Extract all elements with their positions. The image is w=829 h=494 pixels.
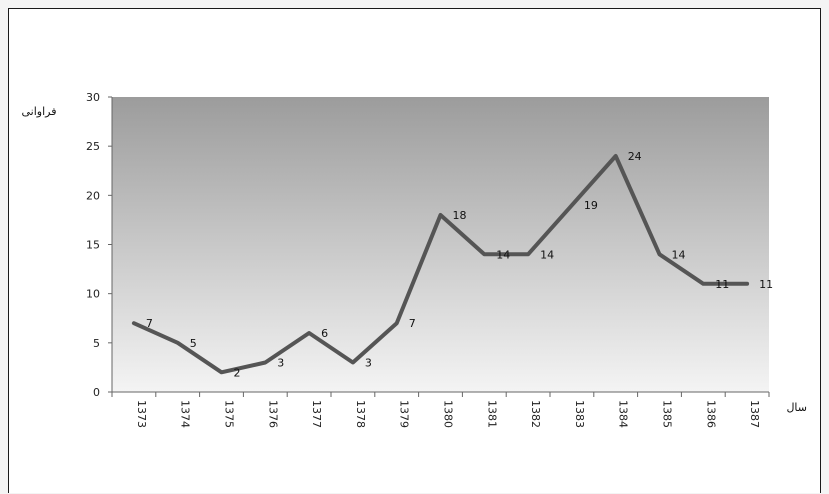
x-tick-label: 1387	[748, 400, 761, 428]
x-axis-title: سال	[786, 401, 807, 414]
y-tick-label: 5	[93, 337, 100, 350]
x-tick-label: 1375	[223, 400, 236, 428]
data-label: 14	[496, 248, 510, 261]
data-label: 11	[759, 278, 773, 291]
data-label: 6	[321, 327, 328, 340]
y-tick-label: 10	[86, 288, 100, 301]
x-tick-label: 1386	[704, 400, 717, 428]
data-label: 3	[365, 357, 372, 370]
y-tick-label: 15	[86, 239, 100, 252]
data-label: 7	[409, 317, 416, 330]
x-tick-label: 1377	[310, 400, 323, 428]
y-axis-title: فراوانی	[22, 105, 57, 118]
x-tick-label: 1382	[529, 400, 542, 428]
data-label: 24	[628, 150, 642, 163]
data-label: 11	[715, 278, 729, 291]
x-tick-label: 1379	[398, 400, 411, 428]
y-tick-label: 30	[86, 91, 100, 104]
y-tick-label: 20	[86, 189, 100, 202]
x-tick-label: 1384	[617, 400, 630, 428]
data-label: 2	[234, 366, 241, 379]
x-tick-label: 1380	[442, 400, 455, 428]
x-tick-label: 1376	[266, 400, 279, 428]
y-tick-label: 0	[93, 386, 100, 399]
data-label: 14	[540, 248, 554, 261]
data-label: 7	[146, 317, 153, 330]
x-tick-label: 1381	[485, 400, 498, 428]
data-label: 3	[277, 357, 284, 370]
x-tick-label: 1373	[135, 400, 148, 428]
data-label: 19	[584, 199, 598, 212]
data-label: 18	[453, 209, 467, 222]
data-label: 14	[672, 248, 686, 261]
chart-frame: 0 5 10 15 20 25 30 1373 1374 1375 1376 1377 1378 1379…	[8, 8, 821, 493]
data-label: 5	[190, 337, 197, 350]
y-tick-label: 25	[86, 140, 100, 153]
x-tick-label: 1374	[179, 400, 192, 428]
series-line	[131, 154, 750, 375]
plot-area	[112, 97, 769, 392]
x-tick-label: 1378	[354, 400, 367, 428]
x-tick-label: 1385	[661, 400, 674, 428]
x-tick-label: 1383	[573, 400, 586, 428]
